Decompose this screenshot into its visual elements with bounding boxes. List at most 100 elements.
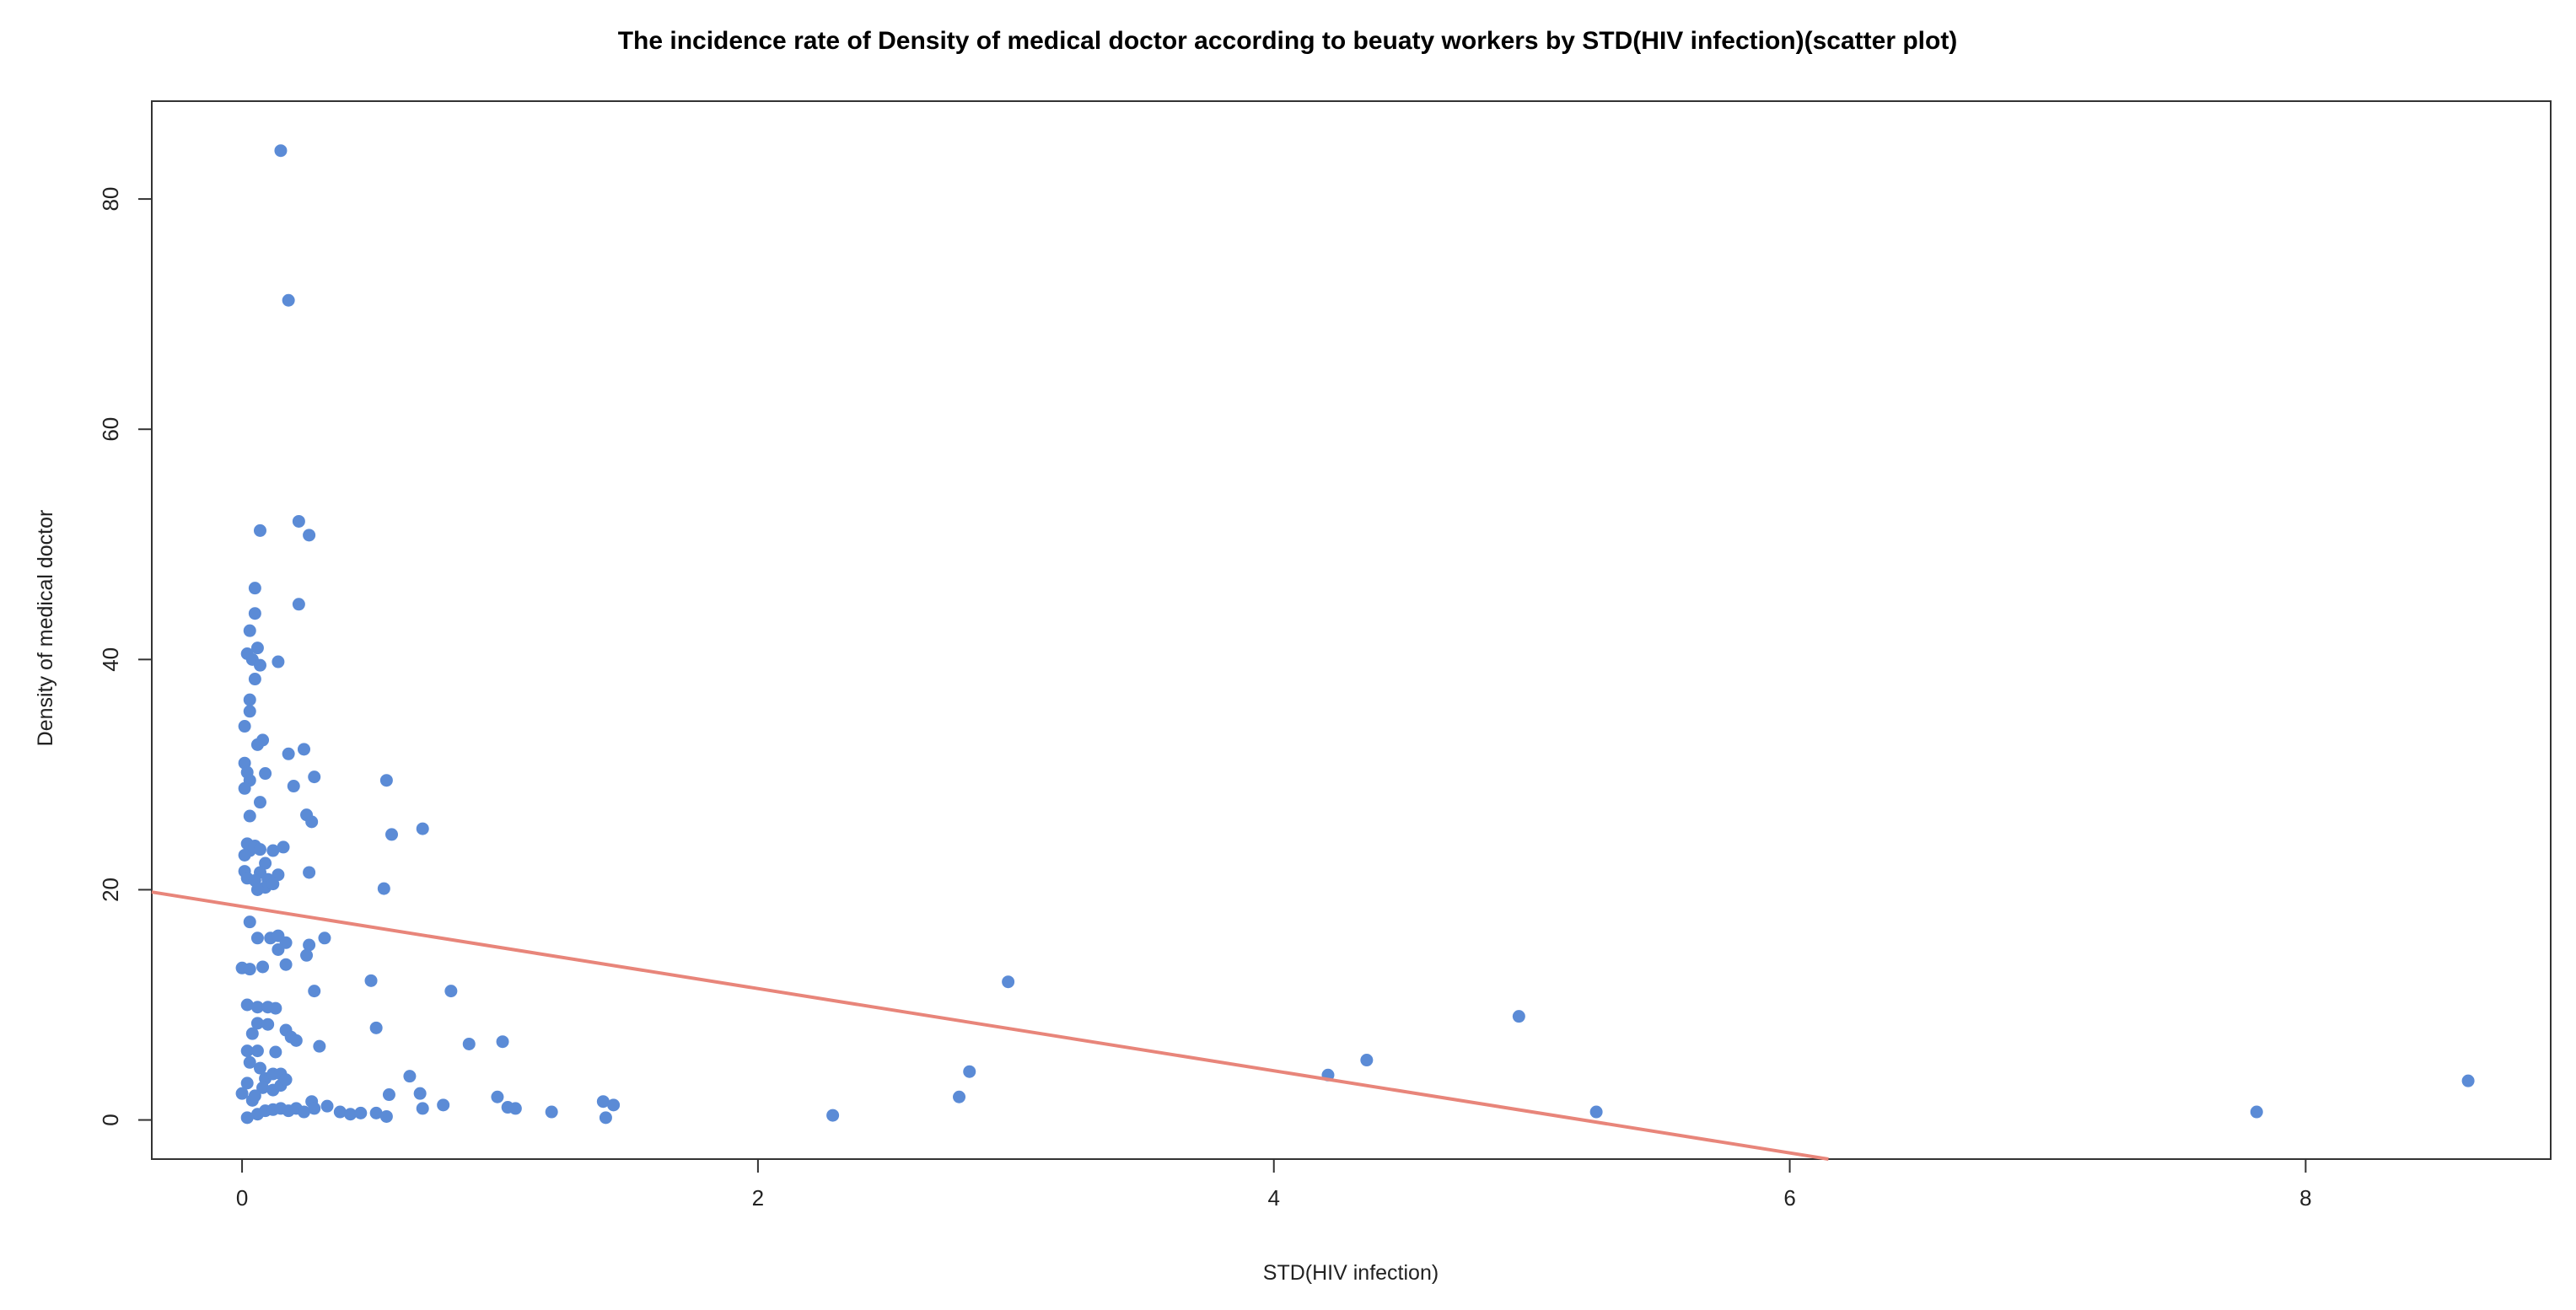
data-points (235, 144, 2475, 1125)
data-point-103 (413, 1087, 427, 1100)
data-point-127 (545, 1105, 558, 1119)
plot-frame (151, 100, 2552, 1160)
data-point-5 (248, 582, 261, 595)
data-point-7 (248, 607, 261, 620)
data-point-68 (364, 974, 378, 987)
y-tick-label-2: 40 (98, 647, 123, 672)
data-point-134 (1360, 1054, 1374, 1067)
data-point-90 (240, 1076, 254, 1090)
data-point-19 (250, 738, 264, 751)
data-point-76 (261, 1017, 275, 1031)
data-point-83 (250, 1044, 264, 1058)
y-axis-label: Density of medical doctor (34, 510, 57, 747)
data-point-2 (253, 523, 266, 537)
y-tick-label-0: 0 (98, 1114, 123, 1125)
data-point-74 (269, 1001, 282, 1015)
data-point-116 (297, 1105, 310, 1119)
data-point-12 (253, 658, 266, 672)
data-point-135 (1512, 1010, 1525, 1023)
data-point-69 (308, 985, 321, 998)
y-tick-label-4: 80 (98, 187, 123, 212)
y-tick-label-1: 20 (98, 878, 123, 902)
data-point-54 (250, 883, 264, 896)
data-point-1 (282, 293, 295, 307)
data-point-31 (243, 809, 256, 823)
x-tick-label-0: 0 (236, 1185, 248, 1211)
data-point-72 (250, 1001, 264, 1014)
data-point-77 (369, 1021, 383, 1034)
data-point-98 (403, 1070, 417, 1083)
data-point-6 (292, 598, 305, 611)
data-point-53 (377, 882, 390, 895)
data-point-42 (277, 840, 290, 854)
data-point-123 (416, 1102, 429, 1115)
data-point-84 (269, 1045, 282, 1059)
data-point-126 (508, 1102, 522, 1115)
data-point-67 (279, 958, 293, 971)
data-point-124 (437, 1098, 450, 1112)
data-point-16 (243, 705, 256, 718)
data-point-55 (243, 915, 256, 929)
data-point-61 (318, 931, 331, 945)
data-point-136 (1589, 1105, 1603, 1119)
data-point-104 (491, 1090, 504, 1103)
data-point-70 (444, 985, 458, 998)
data-point-66 (256, 960, 270, 974)
data-point-14 (272, 655, 285, 668)
y-tick-label-3: 60 (98, 417, 123, 442)
data-point-48 (272, 868, 285, 882)
data-point-131 (963, 1065, 976, 1078)
x-tick-label-1: 2 (752, 1185, 764, 1211)
data-point-78 (245, 1027, 259, 1040)
chart-title: The incidence rate of Density of medical… (618, 27, 1958, 55)
data-point-13 (248, 673, 261, 686)
y-axis: 0 20 40 60 80 (98, 187, 152, 1126)
data-point-34 (416, 822, 429, 835)
data-point-87 (496, 1035, 509, 1049)
data-point-97 (279, 1073, 293, 1087)
x-tick-label-4: 8 (2299, 1185, 2311, 1211)
data-point-75 (250, 1017, 264, 1030)
data-point-120 (354, 1106, 368, 1119)
data-point-28 (379, 774, 393, 787)
data-point-39 (238, 848, 251, 862)
data-point-56 (250, 931, 264, 945)
data-point-88 (243, 1055, 256, 1069)
data-point-117 (308, 1102, 321, 1115)
data-point-25 (238, 781, 251, 795)
data-point-138 (2461, 1074, 2475, 1087)
data-point-3 (292, 514, 305, 528)
data-point-62 (272, 942, 285, 956)
data-point-20 (282, 747, 295, 760)
data-point-102 (382, 1088, 395, 1102)
data-point-94 (256, 1081, 270, 1094)
x-tick-label-2: 4 (1267, 1185, 1279, 1211)
data-point-29 (287, 780, 300, 793)
data-point-105 (596, 1095, 610, 1109)
data-point-121 (369, 1106, 383, 1119)
data-point-17 (238, 720, 251, 733)
data-point-119 (344, 1108, 358, 1121)
data-point-60 (303, 938, 316, 952)
x-axis: 0 2 4 6 8 (236, 1159, 2312, 1211)
data-point-108 (320, 1099, 334, 1113)
data-point-130 (953, 1090, 966, 1103)
data-point-128 (599, 1111, 612, 1125)
data-point-33 (305, 815, 319, 829)
data-point-4 (303, 529, 316, 542)
data-point-132 (1002, 975, 1015, 989)
data-point-21 (297, 743, 310, 756)
data-point-41 (266, 844, 280, 857)
data-point-81 (289, 1034, 303, 1047)
data-point-137 (2250, 1105, 2263, 1119)
data-point-106 (607, 1098, 621, 1112)
data-point-52 (266, 878, 280, 891)
data-point-0 (274, 144, 288, 158)
data-point-8 (243, 624, 256, 637)
data-point-122 (379, 1109, 393, 1123)
data-point-63 (300, 948, 314, 962)
data-point-49 (303, 866, 316, 879)
data-point-86 (462, 1037, 476, 1050)
data-point-99 (235, 1087, 249, 1100)
